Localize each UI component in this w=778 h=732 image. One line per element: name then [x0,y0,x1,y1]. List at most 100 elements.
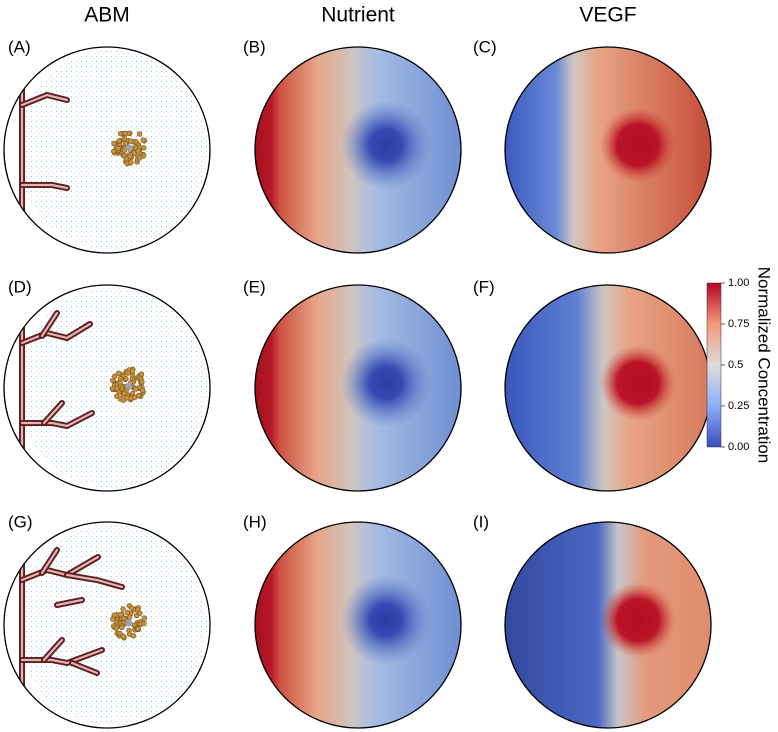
panel-label: (I) [473,512,489,531]
panel-label: (F) [473,277,495,296]
tumor-cell [114,385,120,392]
vessel-core [65,573,124,589]
tumor-cell [126,614,133,620]
tumor-cell [136,155,143,161]
colorbar-tick-label: 1.00 [728,277,749,289]
tumor-cell [139,379,145,385]
tumor-cell [141,615,148,621]
tumor-cell [121,390,127,397]
tumor-cell [122,140,129,147]
tumor-cell [138,371,145,377]
colorbar: Normalized Concentration 0.00 0.25 0.5 0.75… [706,267,774,464]
tumor-cell [132,386,139,392]
tumor-cell [111,140,117,147]
tumor-cell [113,625,119,631]
domain-border [254,521,462,729]
colorbar-tick-label: 0.75 [728,318,749,330]
vessel-core [20,93,69,107]
colorbar-tick-label: 0.00 [728,441,749,453]
panel: (D) [3,277,211,492]
tumor-cell [120,615,127,622]
tumor-cell [128,159,134,166]
nutrient-sink [341,338,431,428]
tumor-cell [135,626,141,632]
necrotic-core [125,382,133,390]
panel: (I) [473,512,712,729]
panel-label: (B) [243,37,266,56]
tumor-cell [117,380,123,386]
vessel-core [20,183,69,190]
column-header: ABM [84,4,130,27]
tumor-cell [129,368,136,374]
vessel-core [40,311,59,338]
tumor-cell [137,610,143,616]
tumor-cell [116,370,122,377]
domain-border [254,46,462,254]
vessel-core [20,322,92,345]
tumor-cell [135,392,142,399]
colorbar-title: Normalized Concentration [755,267,774,464]
tumor-cell [112,373,118,379]
vessel-core [42,401,64,425]
vegf-source [600,345,676,421]
vegf-source [600,582,676,658]
panel: (B) [243,37,462,254]
column-header: VEGF [579,4,636,27]
tumor-cell [124,609,131,616]
tumor-cell [117,130,124,137]
colorbar-tick-label: 0.25 [728,400,749,412]
nutrient-sink [341,100,431,190]
tumor-cell [124,370,131,376]
tumor-cell [109,385,116,392]
tumor-cell [114,393,120,399]
column-headers: ABM Nutrient VEGF [84,4,636,27]
panel-label: (E) [243,277,266,296]
colorbar-tick-label: 0.5 [728,359,743,371]
tumor-cell [130,633,137,639]
panel-label: (D) [8,277,32,296]
panel: (F) [473,277,712,492]
tumor-cell [117,630,123,637]
tumor-cell [123,376,129,382]
column-header: Nutrient [321,4,395,27]
vessel-core [20,648,104,665]
vessel-core [70,661,99,675]
domain-border [504,521,712,729]
tumor-cell [140,137,146,143]
domain-border [3,284,211,492]
nutrient-sink [341,575,431,665]
tumor-cell [128,605,135,611]
panels: (A) (B) (C) (D) (E) (F) (G) (H) (I) [3,37,712,729]
tumor-cell [120,606,126,612]
panel-label: (G) [8,512,33,531]
domain-border [254,284,462,492]
tumor-cell [115,145,121,152]
tumor-cell [119,624,125,631]
tumor-cell [127,153,133,159]
necrotic-core [125,144,133,152]
tumor-cell [141,620,147,627]
domain-border [504,46,712,254]
vessel-core [20,411,94,428]
tumor-cell [110,616,116,622]
domain-border [3,521,211,729]
domain-border [3,46,211,254]
panel: (A) [3,37,211,254]
panel-label: (C) [473,37,497,56]
vessel-core [55,598,84,607]
panel-label: (A) [8,37,31,56]
vegf-source [600,107,676,183]
panel: (G) [3,512,211,729]
tumor-cell [139,387,146,394]
colorbar-scale [706,282,722,448]
tumor-cell [127,138,134,144]
tumor-cell [141,145,147,151]
tumor-cell [136,131,143,137]
vessel-core [40,548,59,575]
panel: (E) [243,277,462,492]
tumor-cell [122,130,128,137]
tumor-cell [111,148,117,155]
panel: (H) [243,512,462,729]
vessel-core [20,555,100,582]
